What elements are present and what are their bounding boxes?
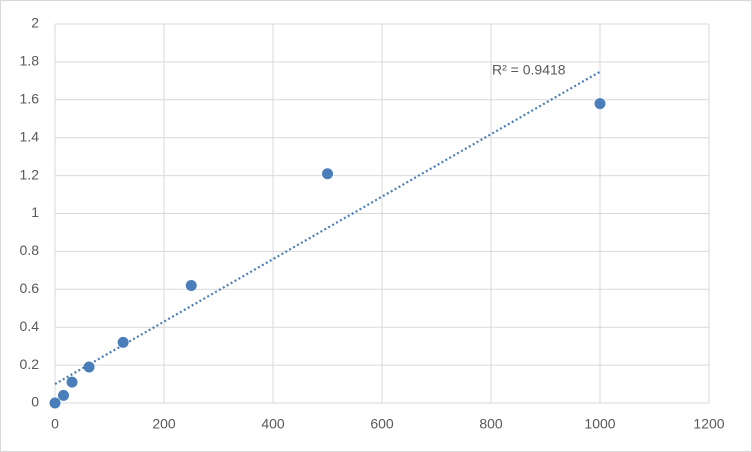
trendline	[54, 70, 601, 386]
x-tick-label: 1200	[693, 416, 724, 432]
y-tick-label: 1	[31, 204, 39, 220]
data-point	[322, 168, 333, 180]
plot-area	[49, 70, 606, 409]
x-tick-label: 200	[152, 416, 176, 432]
trendline-label: R² = 0.9418	[492, 61, 566, 77]
x-tick-label: 1000	[584, 416, 615, 432]
x-tick-label: 400	[261, 416, 285, 432]
data-point	[49, 397, 61, 409]
y-tick-label: 0.8	[20, 242, 40, 258]
y-tick-label: 0.4	[20, 318, 40, 334]
data-point	[594, 98, 606, 110]
grid	[54, 23, 710, 404]
data-point	[66, 376, 78, 388]
y-tick-label: 1.6	[20, 91, 40, 107]
data-point	[185, 280, 197, 292]
x-tick-label: 800	[479, 416, 503, 432]
data-point	[58, 389, 70, 401]
y-tick-label: 0	[31, 394, 39, 410]
y-tick-label: 0.6	[20, 280, 40, 296]
x-tick-label: 600	[370, 416, 394, 432]
y-tick-label: 0.2	[20, 356, 40, 372]
data-point	[117, 336, 129, 348]
y-tick-label: 1.2	[20, 166, 40, 182]
data-point	[83, 361, 95, 373]
y-tick-label: 1.8	[20, 53, 40, 69]
y-tick-label: 2	[31, 15, 39, 31]
y-tick-label: 1.4	[20, 128, 40, 144]
x-tick-label: 0	[51, 416, 59, 432]
